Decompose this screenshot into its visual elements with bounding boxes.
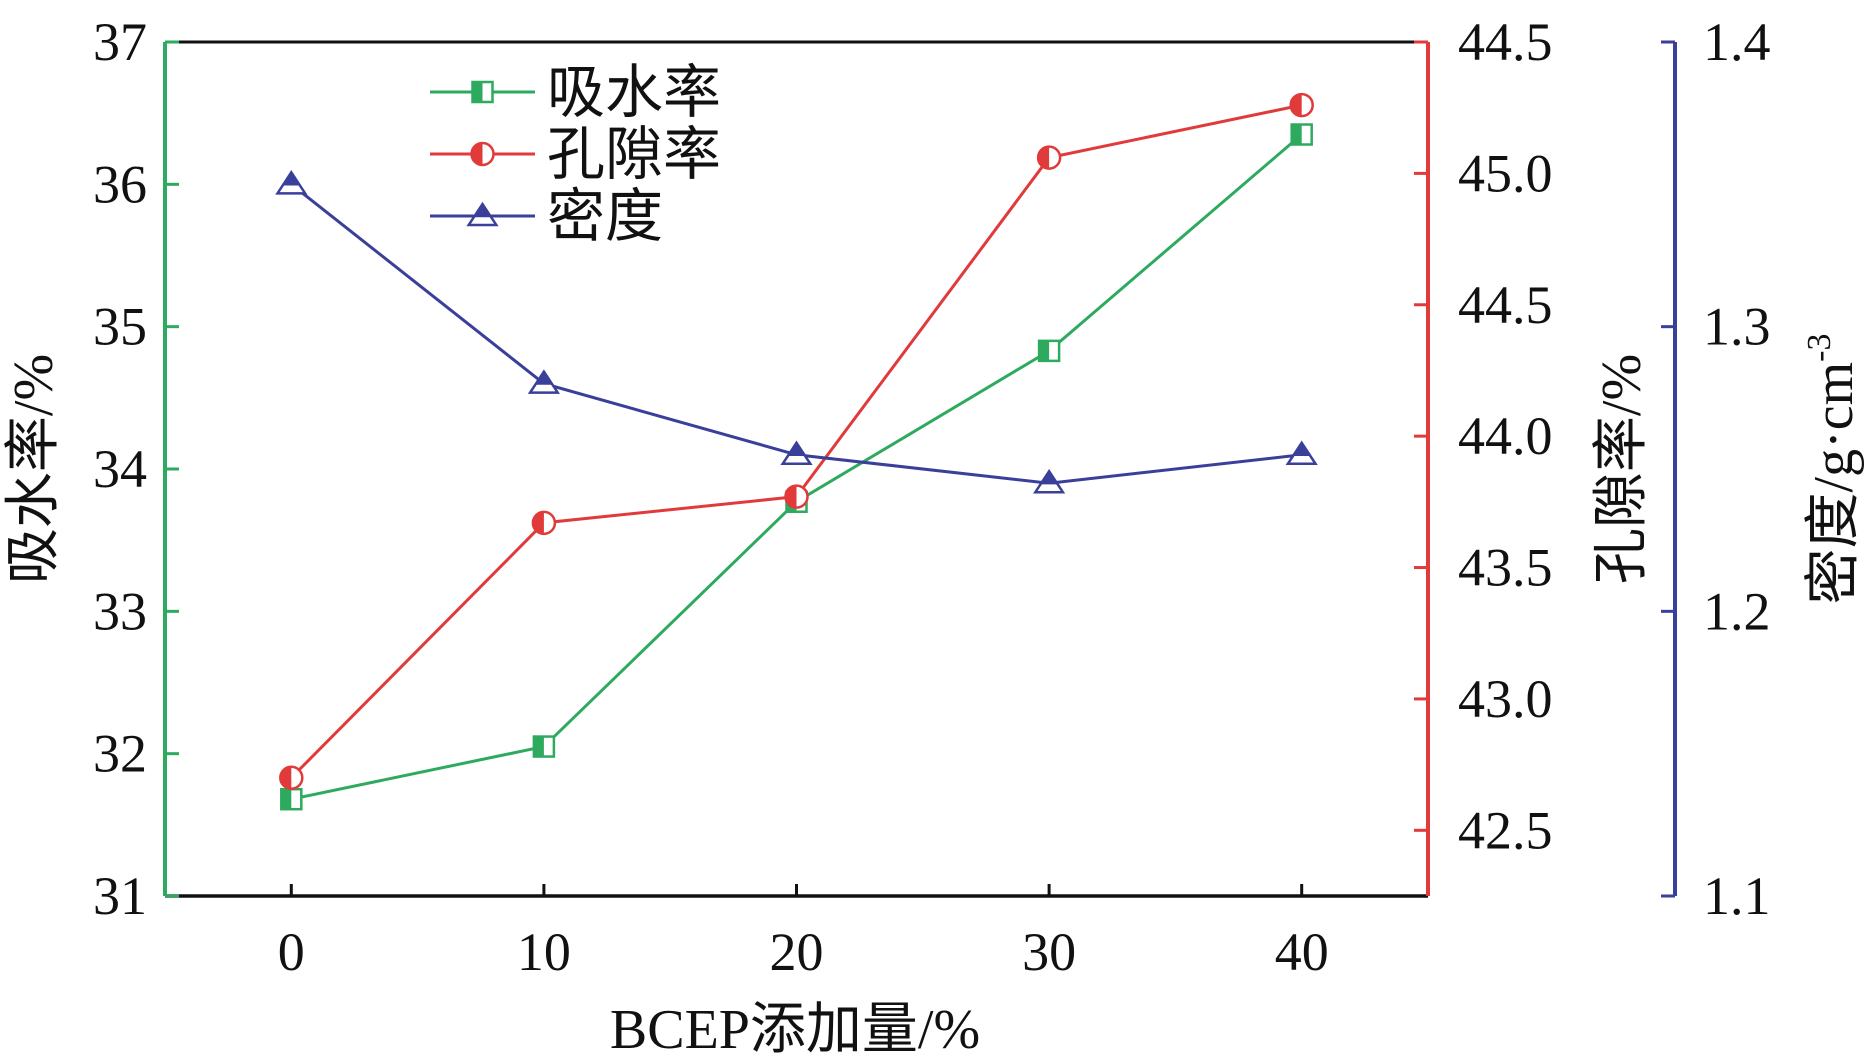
series-point xyxy=(1289,92,1314,118)
x-axis-tick-label: 0 xyxy=(278,922,305,982)
right-axis-density-label-superscript: -3 xyxy=(1801,334,1838,362)
legend-label: 密度 xyxy=(547,184,663,249)
left-axis-tick-label: 33 xyxy=(93,581,147,641)
right-axis-porosity-tick-label: 44.5 xyxy=(1458,12,1553,72)
left-axis-label: 吸水率/% xyxy=(3,354,65,584)
series-line xyxy=(290,133,1303,801)
right-axis-density-tick-label: 1.4 xyxy=(1703,12,1771,72)
left-axis-tick-label: 37 xyxy=(93,12,147,72)
plot-frame xyxy=(165,40,1428,898)
left-axis-tick-label: 34 xyxy=(93,439,147,499)
right-axis-density-label: 密度/g·cm-3 xyxy=(1801,334,1865,605)
series-point xyxy=(527,369,561,394)
series-line xyxy=(290,183,1302,485)
series-point xyxy=(1290,123,1313,146)
right-axis-porosity-label: 孔隙率/% xyxy=(1591,354,1653,584)
series-point xyxy=(1032,468,1066,494)
left-axis-tick-label: 31 xyxy=(93,866,147,926)
legend-marker xyxy=(471,80,494,104)
left-axis-tick-label: 35 xyxy=(93,297,147,357)
legend-label: 吸水率 xyxy=(547,60,721,125)
right-axis-density-tick-label: 1.2 xyxy=(1703,581,1771,641)
legend-marker xyxy=(466,201,499,227)
right-axis-porosity-tick-label: 43.0 xyxy=(1458,669,1553,729)
right-axis-porosity-tick-label: 44.5 xyxy=(1458,275,1553,335)
series-point xyxy=(275,170,308,195)
right-axis-density-tick-label: 1.3 xyxy=(1703,297,1771,357)
x-axis-label: BCEP添加量/% xyxy=(610,999,980,1061)
legend-label: 孔隙率 xyxy=(547,122,721,187)
series-point xyxy=(280,787,303,811)
legend-marker xyxy=(470,141,495,167)
series-point xyxy=(1037,339,1061,363)
x-axis-tick-label: 40 xyxy=(1275,922,1329,982)
x-axis-tick-label: 20 xyxy=(770,922,824,982)
right-axis-porosity-tick-label: 45.0 xyxy=(1458,143,1553,203)
x-axis-tick-label: 10 xyxy=(517,922,571,982)
series-point xyxy=(780,440,813,466)
series-point xyxy=(1036,145,1062,170)
axes: 31 32 33 34 35 36 37 吸水率/% 42.5 43.0 43.5 44.0 44.5 4… xyxy=(3,12,1865,982)
series-point xyxy=(784,484,809,509)
series-point xyxy=(279,765,304,791)
left-axis-tick-label: 32 xyxy=(93,724,147,784)
right-axis-porosity-tick-label: 42.5 xyxy=(1458,800,1553,860)
x-axis-tick-label: 30 xyxy=(1022,922,1076,982)
left-axis-tick-label: 36 xyxy=(93,154,147,214)
series-point xyxy=(1285,440,1318,466)
right-axis-porosity-tick-label: 44.0 xyxy=(1458,406,1553,466)
right-axis-density-tick-label: 1.1 xyxy=(1703,866,1771,926)
right-axis-porosity-tick-label: 43.5 xyxy=(1458,538,1553,598)
series-point xyxy=(532,735,556,758)
series-point xyxy=(531,510,557,536)
series-group xyxy=(275,92,1318,811)
